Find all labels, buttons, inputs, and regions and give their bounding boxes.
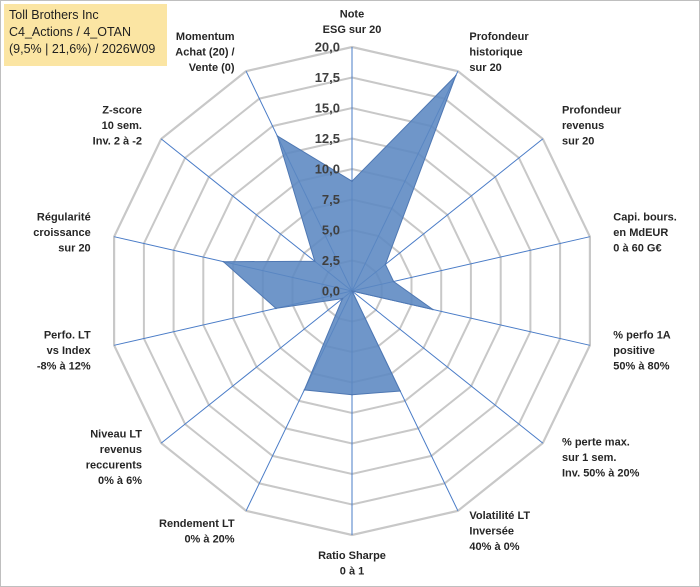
axis-label-line: sur 20 [58,242,90,254]
axis-label-line: Achat (20) / [175,46,234,58]
tick-label: 20,0 [315,40,340,55]
company-name: Toll Brothers Inc [9,8,99,22]
tick-label: 0,0 [322,284,340,299]
axis-label: % perfo 1A positive 50% à 80% [613,330,671,373]
axis-label: Profondeur revenus sur 20 [562,105,622,148]
axis-label-line: sur 20 [562,136,594,148]
data-point [276,135,279,137]
tick-label: 15,0 [315,101,340,116]
data-point [399,390,402,392]
axis-label-line: Momentum [176,31,235,43]
axis-label: Rendement LT 0% à 20% [159,518,235,546]
data-point [303,389,306,391]
axis-label-line: Capi. bours. [613,211,677,223]
data-point [351,180,353,182]
axis-label-line: positive [613,345,655,357]
axis-label-line: Perfo. LT [44,330,91,342]
axis-label: Ratio Sharpe 0 à 1 [318,550,386,578]
radar-tick-labels: 0,0 2,5 5,0 7,5 10,0 12,5 15,0 17,5 20,0 [315,40,340,299]
axis-label-line: 10 sem. [102,120,142,132]
tick-label: 7,5 [322,192,340,207]
category-label: C4_Actions / 4_OTAN [9,25,132,39]
axis-label-line: ESG sur 20 [323,24,382,36]
axis-label-line: 50% à 80% [613,361,669,373]
tick-label: 17,5 [315,70,340,85]
data-point [222,260,225,263]
axis-label-line: Inv. 50% à 20% [562,467,640,479]
data-point [432,308,434,311]
axis-label: Volatilité LT Inversée 40% à 0% [469,510,530,553]
axis-label-line: vs Index [47,345,92,357]
axis-label: Régularité croissance sur 20 [33,211,90,254]
axis-label-line: Inversée [469,526,514,538]
axis-label-line: 0% à 6% [98,475,142,487]
data-point [392,280,395,283]
axis-label-line: revenus [562,120,604,132]
axis-label-line: 0 à 1 [340,566,364,578]
axis-label-line: 0% à 20% [184,533,234,545]
radar-axis-labels: Note ESG sur 20 Profondeur historique sur 20… [33,9,677,578]
data-point [351,290,353,292]
tick-label: 12,5 [315,131,340,146]
axis-label: Capi. bours. en MdEUR 0 à 60 G€ [613,211,677,254]
axis-label-line: Note [340,9,364,21]
axis-label-line: 40% à 0% [469,541,519,553]
period-label: (9,5% | 21,6%) / 2026W09 [9,42,156,56]
data-point [351,393,353,396]
chart-title-box: Toll Brothers Inc C4_Actions / 4_OTAN (9… [4,4,167,66]
axis-label-line: Profondeur [469,31,529,43]
axis-label: Profondeur historique sur 20 [469,31,529,74]
axis-label-line: Niveau LT [90,429,142,441]
axis-label: Niveau LT revenus reccurents 0% à 6% [86,429,143,488]
data-point [341,297,344,300]
data-point [455,74,457,77]
axis-label-line: historique [469,46,522,58]
tick-label: 2,5 [322,253,340,268]
axis-label: % perte max. sur 1 sem. Inv. 50% à 20% [562,436,640,479]
data-point [384,263,387,266]
axis-label-line: % perfo 1A [613,330,671,342]
axis-label: Momentum Achat (20) / Vente (0) [175,31,235,74]
axis-label-line: Vente (0) [189,62,235,74]
axis-spoke [160,290,353,444]
axis-label-line: reccurents [86,460,142,472]
axis-label-line: en MdEUR [613,227,668,239]
axis-label-line: sur 20 [469,62,501,74]
axis-label-line: Régularité [37,211,91,223]
axis-label-line: Volatilité LT [469,510,530,522]
data-point [314,260,316,263]
tick-label: 5,0 [322,223,340,238]
axis-label-line: croissance [33,227,90,239]
axis-label-line: 0 à 60 G€ [613,242,661,254]
axis-label-line: Z-score [102,105,142,117]
axis-label-line: Profondeur [562,105,622,117]
axis-label-line: % perte max. [562,436,630,448]
axis-label: Note ESG sur 20 [323,9,382,37]
tick-label: 10,0 [315,162,340,177]
axis-label-line: Inv. 2 à -2 [93,136,142,148]
data-point [275,307,277,310]
radar-series [222,74,457,396]
axis-label-line: Rendement LT [159,518,235,530]
axis-label-line: sur 1 sem. [562,452,616,464]
axis-label-line: -8% à 12% [37,361,91,373]
axis-label: Z-score 10 sem. Inv. 2 à -2 [93,105,142,148]
axis-label-line: Ratio Sharpe [318,550,386,562]
axis-spoke [351,290,544,444]
axis-label: Perfo. LT vs Index -8% à 12% [37,330,92,373]
axis-label-line: revenus [100,444,142,456]
